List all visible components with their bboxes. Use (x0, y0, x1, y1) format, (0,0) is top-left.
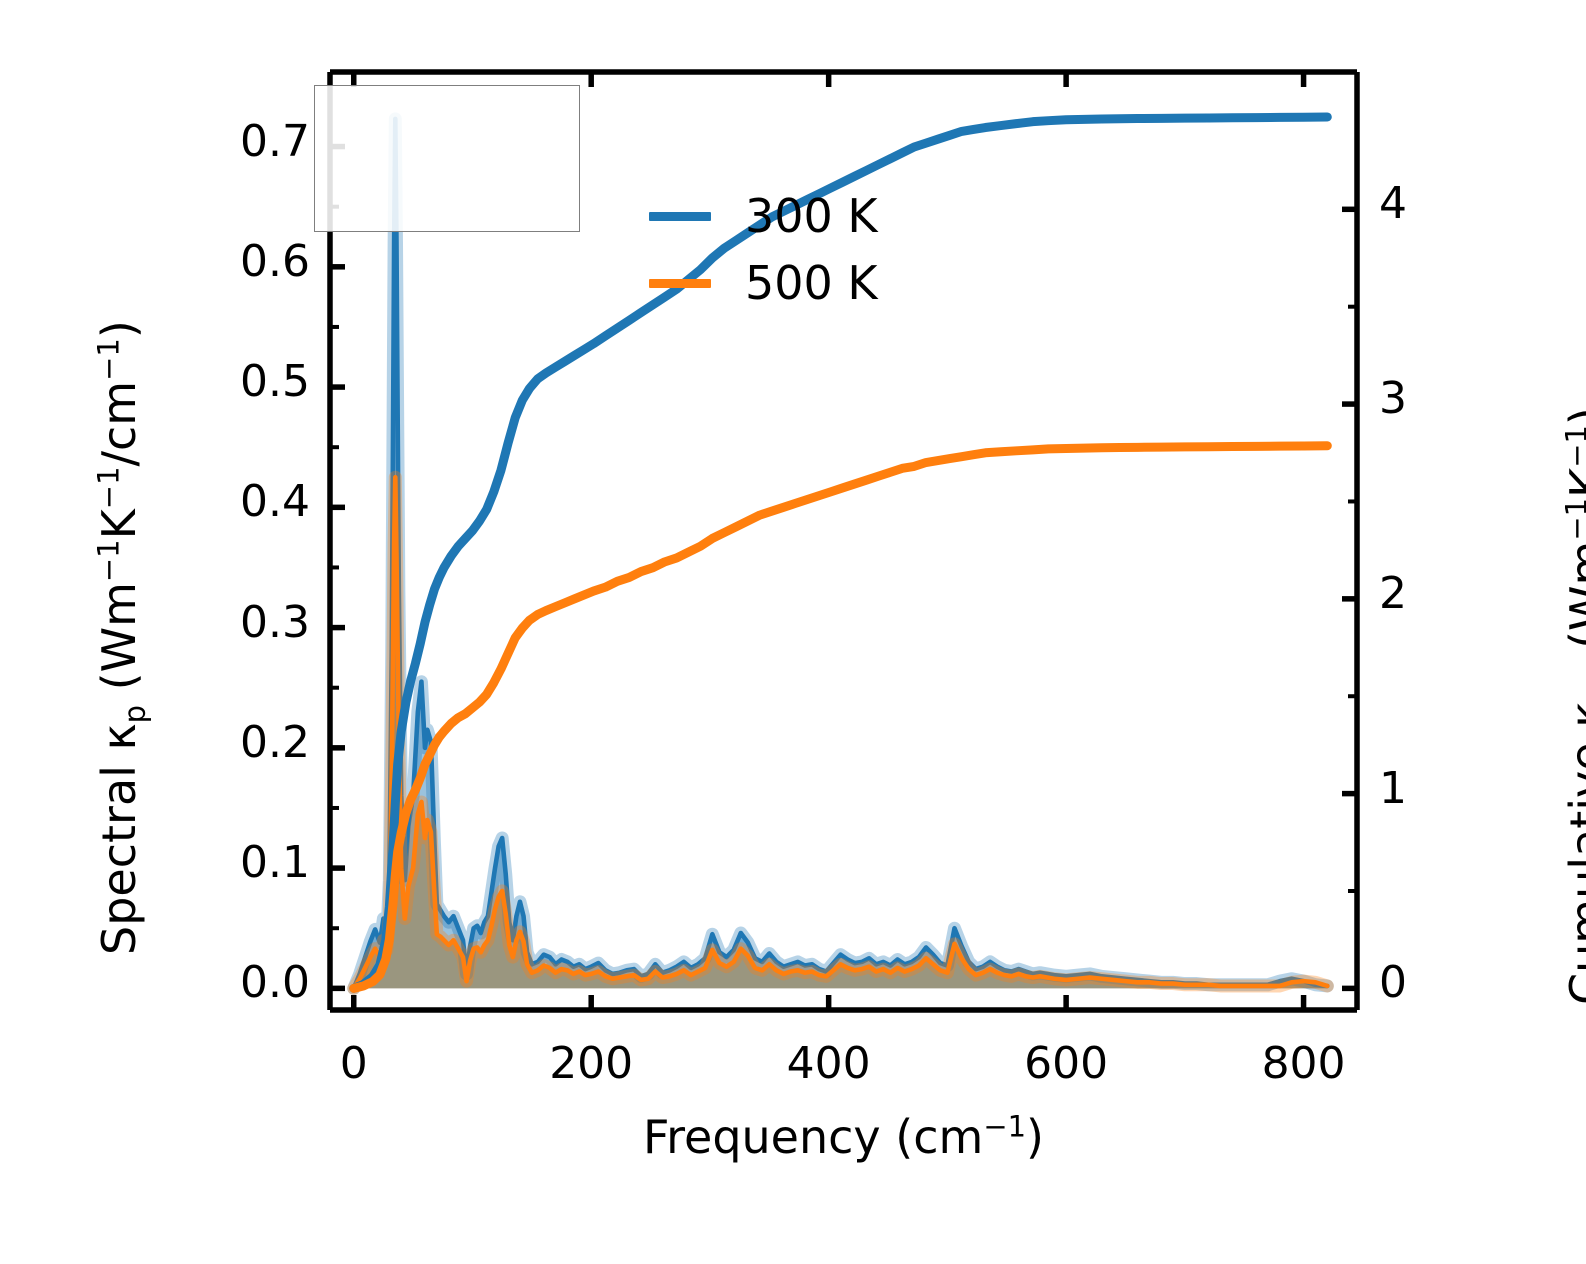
legend-item-500k: 500 K (649, 256, 878, 310)
spectral-halo-500k (347, 470, 1334, 995)
ylabel-left-sup1: −1 (91, 539, 126, 583)
ylabel-right-b: (Wm (1560, 540, 1586, 649)
ylabel-right-c: K (1560, 468, 1586, 498)
ytick-label-right-1: 1 (1379, 762, 1407, 814)
ylabel-right-a: Cumulative κ (1560, 701, 1586, 1005)
legend-label-500k: 500 K (745, 256, 878, 310)
ytick-label-right-0: 0 (1379, 957, 1407, 1009)
spectral-line-300k (351, 116, 1330, 991)
xlabel-sup: −1 (983, 1109, 1027, 1144)
ytick-label-left-0.4: 0.4 (240, 476, 310, 528)
legend: 300 K 500 K (314, 85, 878, 310)
ytick-label-right-2: 2 (1379, 567, 1407, 619)
ytick-label-left-0.6: 0.6 (240, 235, 310, 287)
ytick-label-left-0.2: 0.2 (240, 716, 310, 768)
ytick-label-left-0.1: 0.1 (240, 837, 310, 889)
ytick-label-left-0.0: 0.0 (240, 957, 310, 1009)
ylabel-right-sup2: −1 (1559, 425, 1586, 468)
ylabel-right-d: ) (1560, 407, 1586, 425)
ytick-label-left-0.5: 0.5 (240, 356, 310, 408)
xtick-label-200: 200 (549, 1038, 634, 1089)
ytick-label-right-4: 4 (1379, 178, 1407, 230)
spectral-lines-group (347, 112, 1334, 995)
xtick-label-600: 600 (1024, 1038, 1109, 1089)
legend-swatch-500k (649, 278, 711, 288)
xtick-label-800: 800 (1261, 1038, 1346, 1089)
legend-item-300k: 300 K (649, 189, 878, 243)
x-axis-label: Frequency (cm−1) (330, 1110, 1357, 1164)
xtick-label-0: 0 (339, 1038, 368, 1089)
cumulative-lines-group (349, 112, 1332, 993)
legend-label-300k: 300 K (745, 189, 878, 243)
xtick-label-400: 400 (786, 1038, 871, 1089)
cumulative-line-500k (349, 441, 1332, 993)
y-axis-right-label: Cumulative κlat (Wm−1K−1) (1560, 407, 1586, 1005)
cumulative-line-300k (349, 112, 1332, 993)
xlabel-text: Frequency (cm (643, 1110, 984, 1164)
ytick-label-left-0.7: 0.7 (240, 115, 310, 167)
ytick-label-right-3: 3 (1379, 373, 1407, 425)
ytick-label-left-0.3: 0.3 (240, 596, 310, 648)
spectral-halo-300k (347, 112, 1334, 995)
spectral-line-500k (351, 474, 1330, 991)
ylabel-right-sup1: −1 (1559, 497, 1586, 541)
legend-swatch-300k (649, 211, 711, 221)
ylabel-left-e: ) (92, 320, 146, 339)
xlabel-tail: ) (1026, 1110, 1044, 1164)
